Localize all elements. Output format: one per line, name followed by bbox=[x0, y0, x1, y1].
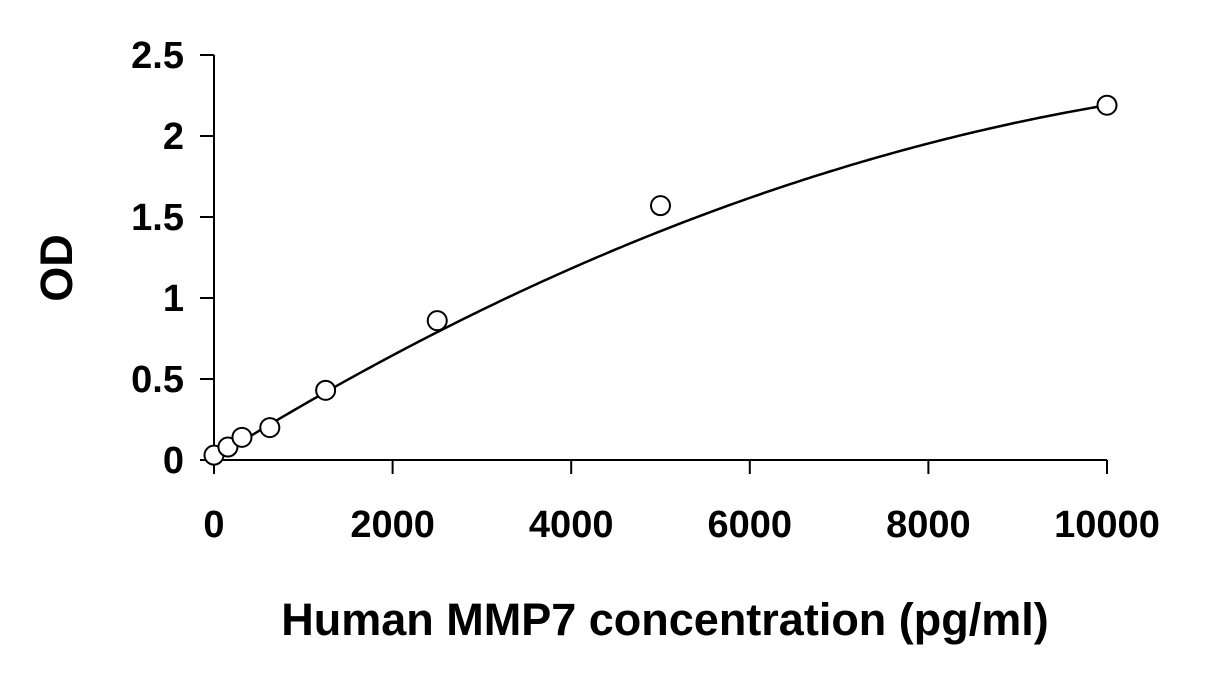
x-tick-label: 8000 bbox=[886, 504, 971, 546]
tick-labels-layer: 0 0.5 1 1.5 2 2.5 0 2000 4000 6000 8000 10000 bbox=[131, 35, 1160, 546]
y-axis-title: OD bbox=[31, 234, 82, 302]
x-tick-label: 4000 bbox=[529, 504, 614, 546]
fit-curve-layer bbox=[213, 103, 1108, 460]
x-tick-label: 0 bbox=[203, 504, 224, 546]
data-point bbox=[315, 379, 337, 401]
y-tick-label: 1.5 bbox=[131, 197, 184, 239]
axes bbox=[200, 54, 1108, 474]
data-point bbox=[650, 195, 671, 217]
data-point bbox=[426, 310, 448, 332]
data-point bbox=[217, 436, 239, 458]
data-point bbox=[231, 426, 253, 448]
x-tick-label: 6000 bbox=[708, 504, 793, 546]
fit-curve-line bbox=[213, 103, 1108, 460]
data-point bbox=[1096, 94, 1118, 116]
x-tick-label: 10000 bbox=[1054, 504, 1160, 546]
y-tick-label: 2.5 bbox=[131, 35, 184, 77]
x-axis-title: Human MMP7 concentration (pg/ml) bbox=[281, 594, 1049, 645]
y-tick-label: 0.5 bbox=[131, 359, 184, 401]
x-tick-label: 2000 bbox=[350, 504, 435, 546]
y-tick-label: 0 bbox=[163, 440, 184, 482]
data-points-layer bbox=[203, 94, 1118, 466]
data-point bbox=[259, 417, 281, 439]
y-tick-label: 2 bbox=[163, 116, 184, 158]
y-tick-label: 1 bbox=[163, 278, 184, 320]
